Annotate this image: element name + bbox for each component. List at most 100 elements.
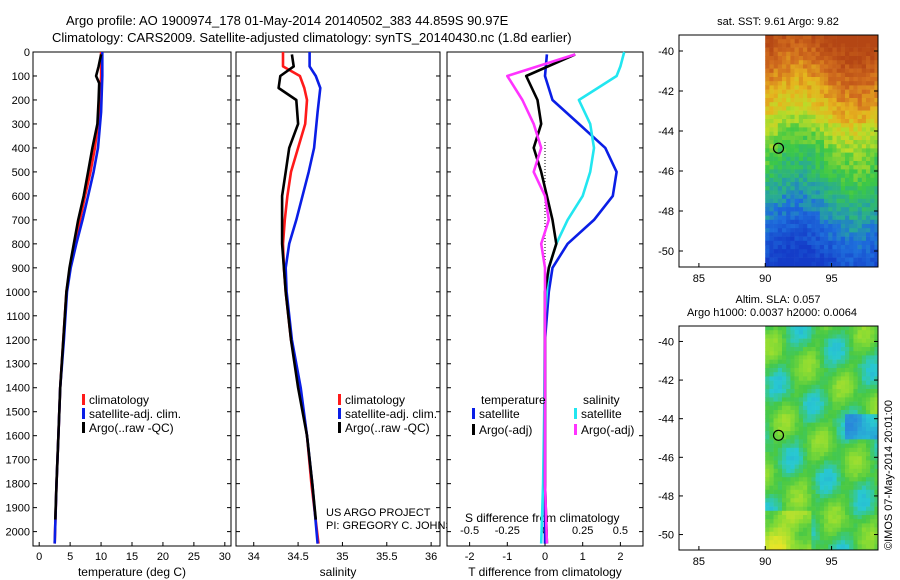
map-cell bbox=[832, 397, 837, 402]
map-cell bbox=[840, 418, 846, 423]
map-cell bbox=[798, 161, 804, 166]
map-cell bbox=[782, 447, 787, 453]
map-cell bbox=[798, 51, 804, 57]
map-cell bbox=[811, 261, 816, 267]
map-cell bbox=[857, 173, 863, 179]
map-cell bbox=[819, 39, 825, 44]
map-cell bbox=[828, 77, 833, 82]
map-cell bbox=[777, 177, 783, 183]
map-cell bbox=[819, 240, 825, 246]
x-axis-label: temperature (deg C) bbox=[78, 565, 186, 579]
map-cell bbox=[853, 177, 858, 183]
map-cell bbox=[815, 384, 821, 390]
map-cell bbox=[845, 165, 850, 170]
map-cell bbox=[798, 426, 804, 432]
map-cell bbox=[773, 401, 779, 407]
map-cell bbox=[828, 228, 833, 233]
map-cell bbox=[794, 431, 800, 436]
map-cell bbox=[866, 519, 871, 524]
map-cell bbox=[773, 102, 779, 107]
map-cell bbox=[782, 131, 787, 137]
map-cell bbox=[849, 39, 854, 44]
map-cell bbox=[815, 355, 821, 360]
map-cell bbox=[845, 452, 850, 457]
map-cell bbox=[777, 148, 783, 153]
map-cell bbox=[811, 439, 816, 444]
map-cell bbox=[832, 198, 837, 204]
map-cell bbox=[811, 161, 816, 166]
map-cell bbox=[803, 85, 808, 90]
map-cell bbox=[777, 527, 783, 533]
map-cell bbox=[798, 397, 804, 402]
map-cell bbox=[803, 131, 808, 137]
map-cell bbox=[828, 68, 833, 74]
map-cell bbox=[786, 489, 791, 495]
map-cell bbox=[798, 456, 804, 461]
map-cell bbox=[803, 439, 808, 444]
map-cell bbox=[849, 177, 854, 183]
map-cell bbox=[782, 506, 787, 512]
map-cell bbox=[777, 102, 783, 107]
depth-tick-label: 1000 bbox=[6, 287, 30, 299]
map-cell bbox=[794, 249, 800, 254]
map-cell bbox=[790, 334, 795, 339]
map-cell bbox=[777, 540, 783, 545]
map-cell bbox=[857, 186, 863, 191]
map-cell bbox=[845, 51, 850, 57]
map-cell bbox=[782, 540, 787, 545]
map-cell bbox=[853, 148, 858, 153]
map-cell bbox=[769, 211, 774, 216]
map-cell bbox=[777, 169, 783, 174]
map-cell bbox=[840, 452, 846, 457]
map-cell bbox=[874, 376, 878, 381]
map-cell bbox=[849, 338, 854, 344]
map-cell bbox=[815, 477, 821, 482]
map-cell bbox=[853, 485, 858, 491]
map-cell bbox=[815, 77, 821, 82]
map-cell bbox=[811, 68, 816, 74]
map-cell bbox=[874, 77, 878, 82]
map-cell bbox=[773, 372, 779, 377]
map-cell bbox=[857, 240, 863, 246]
map-cell bbox=[849, 203, 854, 208]
map-cell bbox=[794, 489, 800, 495]
map-cell bbox=[773, 56, 779, 61]
map-cell bbox=[807, 473, 812, 478]
map-cell bbox=[786, 330, 791, 335]
map-cell bbox=[782, 410, 787, 415]
map-cell bbox=[769, 519, 774, 524]
map-cell bbox=[769, 384, 774, 390]
map-cell bbox=[861, 330, 867, 335]
map-cell bbox=[777, 253, 783, 258]
map-cell bbox=[794, 123, 800, 128]
map-cell bbox=[853, 338, 858, 344]
map-cell bbox=[794, 232, 800, 237]
map-cell bbox=[811, 39, 816, 44]
map-cell bbox=[849, 190, 854, 195]
map-cell bbox=[815, 224, 821, 229]
map-cell bbox=[840, 114, 846, 120]
map-cell bbox=[794, 452, 800, 457]
map-cell bbox=[782, 68, 787, 74]
map-cell bbox=[786, 536, 791, 541]
map-cell bbox=[815, 249, 821, 254]
map-cell bbox=[798, 186, 804, 191]
map-cell bbox=[765, 393, 770, 398]
map-cell bbox=[815, 426, 821, 432]
map-cell bbox=[790, 426, 795, 432]
map-cell bbox=[765, 211, 770, 216]
map-cell bbox=[866, 443, 871, 449]
map-cell bbox=[824, 363, 829, 369]
map-cell bbox=[790, 224, 795, 229]
map-cell bbox=[870, 481, 875, 486]
map-cell bbox=[819, 207, 825, 212]
map-cell bbox=[769, 43, 774, 48]
map-cell bbox=[782, 161, 787, 166]
map-cell bbox=[769, 85, 774, 90]
map-cell bbox=[870, 523, 875, 528]
map-cell bbox=[794, 410, 800, 415]
map-cell bbox=[794, 426, 800, 432]
map-cell bbox=[832, 515, 837, 520]
map-cell bbox=[861, 194, 867, 200]
map-cell bbox=[790, 72, 795, 78]
